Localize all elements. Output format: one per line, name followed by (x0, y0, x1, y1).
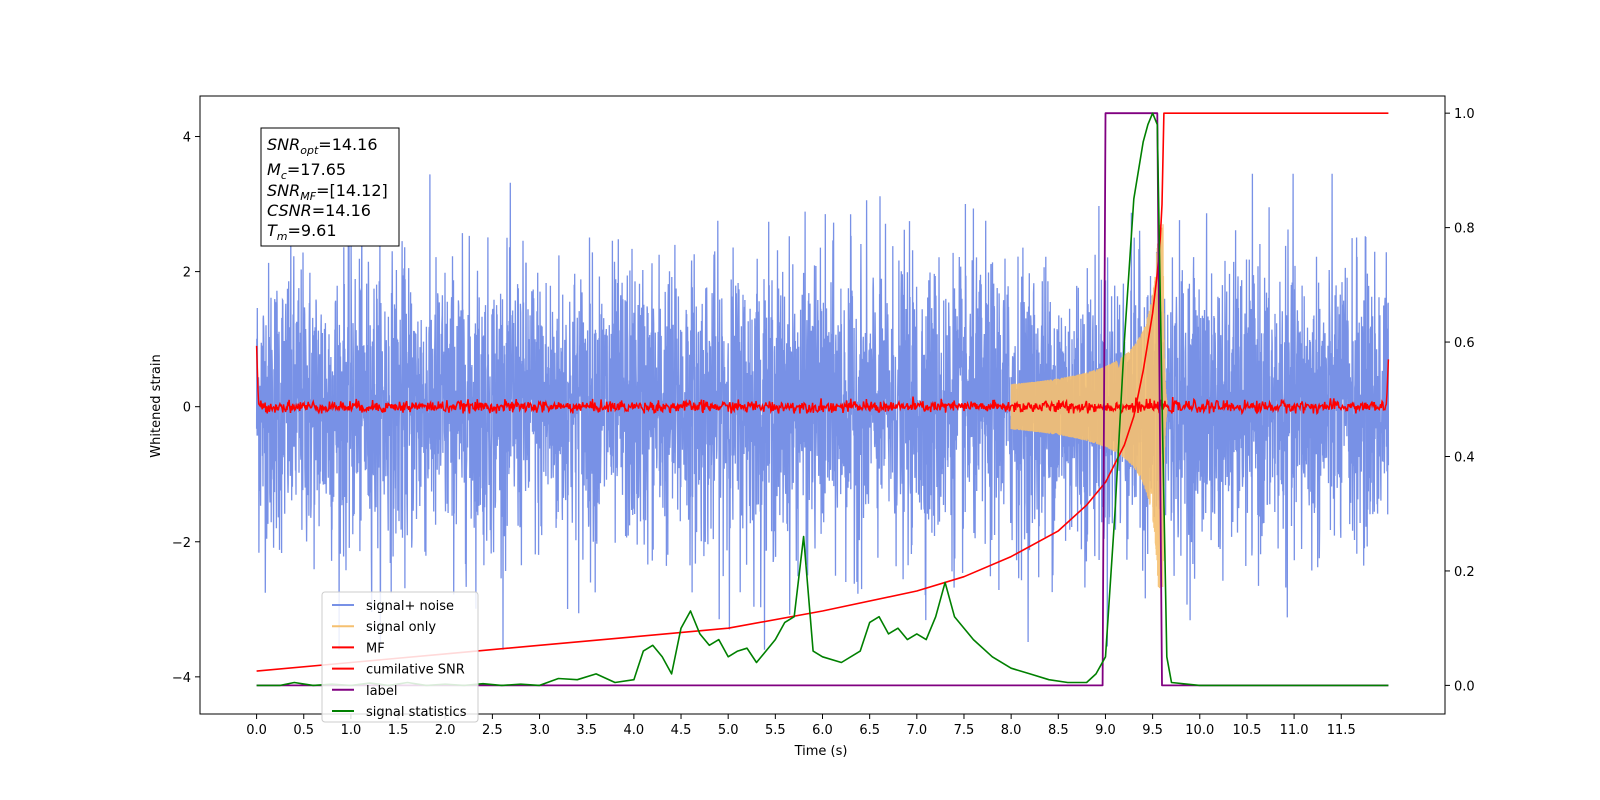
y-tick-label: −2 (172, 536, 191, 551)
snr-mf-annotation: SNRMF=[14.12] (267, 181, 388, 203)
y-tick-label: 2 (183, 266, 191, 281)
y-tick-label: 4 (183, 131, 191, 146)
x-tick-label: 3.0 (529, 723, 550, 738)
x-tick-label: 5.0 (718, 723, 739, 738)
legend-frame (321, 591, 479, 723)
y2-tick-label: 0.8 (1454, 222, 1475, 237)
x-tick-label: 4.0 (624, 723, 645, 738)
mc-annotation: Mc=17.65 (267, 160, 346, 182)
series-mf (255, 345, 1390, 416)
series-signal-plus-noise (255, 173, 1390, 650)
annotation-frame (260, 127, 400, 247)
x-tick-label: 3.5 (576, 723, 597, 738)
plot-area (255, 112, 1390, 687)
x-tick-label: 7.5 (954, 723, 975, 738)
tm-annotation: Tm=9.61 (267, 221, 337, 243)
snr-opt-annotation: SNRopt=14.16 (267, 135, 378, 157)
y-tick-label: 0 (183, 401, 191, 416)
legend-entry: MF (366, 641, 385, 656)
x-tick-label: 2.5 (482, 723, 503, 738)
csnr-annotation: CSNR=14.16 (267, 201, 371, 220)
legend-entry: signal statistics (366, 705, 467, 720)
annotation-box: SNRopt=14.16 Mc=17.65 SNRMF=[14.12] CSNR… (260, 127, 400, 247)
y2-tick-label: 1.0 (1454, 107, 1475, 122)
legend: signal+ noise signal only MF cumilative SNR… (321, 591, 479, 723)
y2-tick-label: 0.6 (1454, 336, 1475, 351)
x-tick-label: 11.5 (1327, 723, 1356, 738)
x-tick-label: 0.0 (246, 723, 267, 738)
x-axis: 0.0 0.5 1.0 1.5 2.0 2.5 3.0 3.5 4.0 4.5 5.0 5.5 6.0 6… (246, 714, 1356, 738)
x-tick-label: 10.5 (1232, 723, 1261, 738)
x-tick-label: 8.0 (1001, 723, 1022, 738)
x-tick-label: 8.5 (1048, 723, 1069, 738)
y-axis-right: 1.0 0.8 0.6 0.4 0.2 0.0 (1445, 107, 1475, 694)
x-tick-label: 9.0 (1095, 723, 1116, 738)
x-tick-label: 0.5 (293, 723, 314, 738)
y2-tick-label: 0.0 (1454, 679, 1475, 694)
x-tick-label: 1.0 (341, 723, 362, 738)
x-tick-label: 6.0 (812, 723, 833, 738)
y-axis-label: Whitened strain (149, 354, 164, 457)
legend-entry: label (366, 684, 397, 699)
legend-entry: signal+ noise (366, 599, 454, 614)
x-tick-label: 4.5 (671, 723, 692, 738)
x-tick-label: 1.5 (388, 723, 409, 738)
y2-tick-label: 0.4 (1454, 451, 1475, 466)
series-signal-only (1010, 224, 1168, 589)
x-tick-label: 11.0 (1280, 723, 1309, 738)
y-axis-left: 4 2 0 −2 −4 (172, 131, 200, 686)
legend-entry: signal only (366, 620, 436, 635)
y-tick-label: −4 (172, 671, 191, 686)
x-tick-label: 7.0 (906, 723, 927, 738)
x-tick-label: 2.0 (435, 723, 456, 738)
x-tick-label: 10.0 (1185, 723, 1214, 738)
x-tick-label: 5.5 (765, 723, 786, 738)
x-axis-label: Time (s) (794, 744, 848, 759)
series-signal-statistics (256, 112, 1389, 687)
y2-tick-label: 0.2 (1454, 565, 1475, 580)
x-tick-label: 9.5 (1142, 723, 1163, 738)
legend-entry: cumilative SNR (366, 663, 465, 678)
x-tick-label: 6.5 (859, 723, 880, 738)
